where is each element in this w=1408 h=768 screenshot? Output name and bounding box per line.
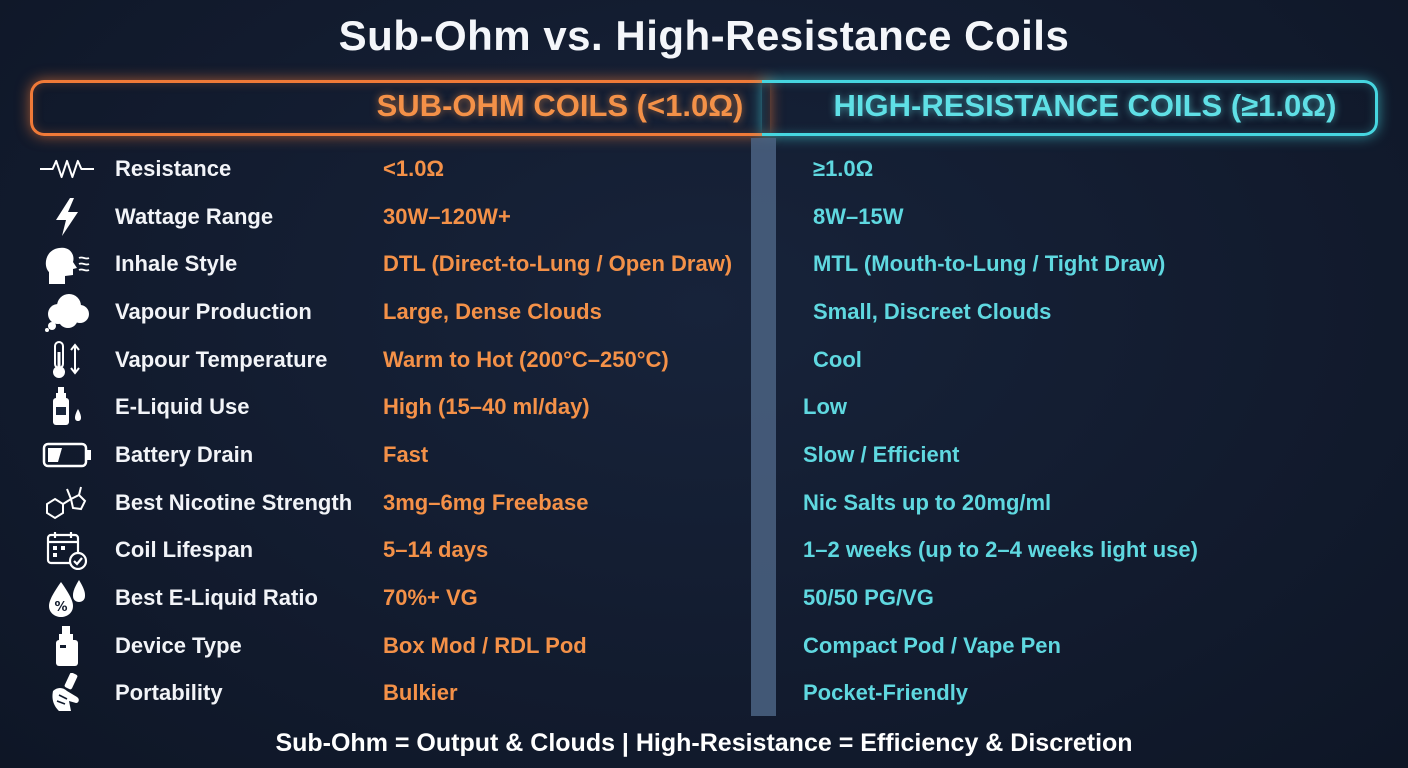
high-resistance-value: 1–2 weeks (up to 2–4 weeks light use) bbox=[803, 537, 1198, 562]
high-resistance-value: Small, Discreet Clouds bbox=[813, 299, 1052, 324]
comparison-row: % Best E-Liquid Ratio 70%+ VG 50/50 PG/V… bbox=[0, 576, 1408, 620]
thermometer-icon bbox=[40, 340, 94, 380]
sub-ohm-value: DTL (Direct-to-Lung / Open Draw) bbox=[383, 251, 733, 276]
sub-ohm-header-label: SUB-OHM COILS (<1.0Ω) bbox=[376, 88, 744, 123]
resistor-icon bbox=[40, 149, 94, 189]
sub-ohm-value: 70%+ VG bbox=[383, 585, 478, 610]
row-label: Inhale Style bbox=[115, 251, 238, 276]
calendar-check-icon bbox=[40, 530, 94, 570]
row-label: E-Liquid Use bbox=[115, 394, 250, 419]
row-label: Vapour Temperature bbox=[115, 347, 328, 372]
high-resistance-header-label: HIGH-RESISTANCE COILS (≥1.0Ω) bbox=[833, 88, 1337, 123]
sub-ohm-value: 30W–120W+ bbox=[383, 204, 511, 229]
comparison-row: Resistance <1.0Ω ≥1.0Ω bbox=[0, 147, 1408, 191]
row-label: Battery Drain bbox=[115, 442, 254, 467]
high-resistance-value: 50/50 PG/VG bbox=[803, 585, 934, 610]
liquid-drops-percent-icon: % bbox=[40, 578, 94, 618]
comparison-row: Battery Drain Fast Slow / Efficient bbox=[0, 433, 1408, 477]
sub-ohm-value: 3mg–6mg Freebase bbox=[383, 490, 589, 515]
lightning-bolt-icon bbox=[40, 197, 94, 237]
comparison-row: Device Type Box Mod / RDL Pod Compact Po… bbox=[0, 624, 1408, 668]
high-resistance-value: Low bbox=[803, 394, 847, 419]
column-divider bbox=[751, 138, 776, 716]
comparison-row: Inhale Style DTL (Direct-to-Lung / Open … bbox=[0, 242, 1408, 286]
comparison-row: Coil Lifespan 5–14 days 1–2 weeks (up to… bbox=[0, 528, 1408, 572]
sub-ohm-value: <1.0Ω bbox=[383, 156, 445, 181]
comparison-row: Portability Bulkier Pocket-Friendly bbox=[0, 671, 1408, 715]
sub-ohm-value: 5–14 days bbox=[383, 537, 489, 562]
sub-ohm-value: Bulkier bbox=[383, 680, 458, 705]
comparison-row: E-Liquid Use High (15–40 ml/day) Low bbox=[0, 385, 1408, 429]
vape-device-icon bbox=[40, 626, 94, 666]
sub-ohm-value: Large, Dense Clouds bbox=[383, 299, 602, 324]
sub-ohm-value: Fast bbox=[383, 442, 429, 467]
row-label: Best Nicotine Strength bbox=[115, 490, 353, 515]
sub-ohm-value: Box Mod / RDL Pod bbox=[383, 633, 587, 658]
hand-holding-device-icon bbox=[40, 673, 94, 713]
high-resistance-value: Slow / Efficient bbox=[803, 442, 960, 467]
comparison-row: Vapour Temperature Warm to Hot (200°C–25… bbox=[0, 338, 1408, 382]
high-resistance-value: ≥1.0Ω bbox=[813, 156, 874, 181]
cloud-icon bbox=[40, 292, 94, 332]
high-resistance-value: Compact Pod / Vape Pen bbox=[803, 633, 1061, 658]
row-label: Wattage Range bbox=[115, 204, 274, 229]
svg-text:%: % bbox=[54, 600, 67, 615]
sub-ohm-header-box bbox=[30, 80, 770, 136]
row-label: Coil Lifespan bbox=[115, 537, 254, 562]
row-label: Best E-Liquid Ratio bbox=[115, 585, 318, 610]
comparison-row: Best Nicotine Strength 3mg–6mg Freebase … bbox=[0, 481, 1408, 525]
comparison-row: Vapour Production Large, Dense Clouds Sm… bbox=[0, 290, 1408, 334]
e-liquid-bottle-icon bbox=[40, 387, 94, 427]
high-resistance-value: Cool bbox=[813, 347, 862, 372]
high-resistance-value: MTL (Mouth-to-Lung / Tight Draw) bbox=[813, 251, 1166, 276]
high-resistance-value: Nic Salts up to 20mg/ml bbox=[803, 490, 1052, 515]
nicotine-molecule-icon bbox=[40, 483, 94, 523]
high-resistance-value: Pocket-Friendly bbox=[803, 680, 969, 705]
comparison-row: Wattage Range 30W–120W+ 8W–15W bbox=[0, 195, 1408, 239]
high-resistance-header-box bbox=[762, 80, 1378, 136]
row-label: Vapour Production bbox=[115, 299, 312, 324]
row-label: Device Type bbox=[115, 633, 242, 658]
page-title: Sub-Ohm vs. High-Resistance Coils bbox=[338, 12, 1070, 59]
footer-summary: Sub-Ohm = Output & Clouds | High-Resista… bbox=[275, 729, 1133, 757]
row-label: Resistance bbox=[115, 156, 232, 181]
row-label: Portability bbox=[115, 680, 223, 705]
battery-icon bbox=[40, 435, 94, 475]
sub-ohm-value: High (15–40 ml/day) bbox=[383, 394, 590, 419]
high-resistance-value: 8W–15W bbox=[813, 204, 904, 229]
head-inhale-icon bbox=[40, 244, 94, 284]
sub-ohm-value: Warm to Hot (200°C–250°C) bbox=[383, 347, 669, 372]
